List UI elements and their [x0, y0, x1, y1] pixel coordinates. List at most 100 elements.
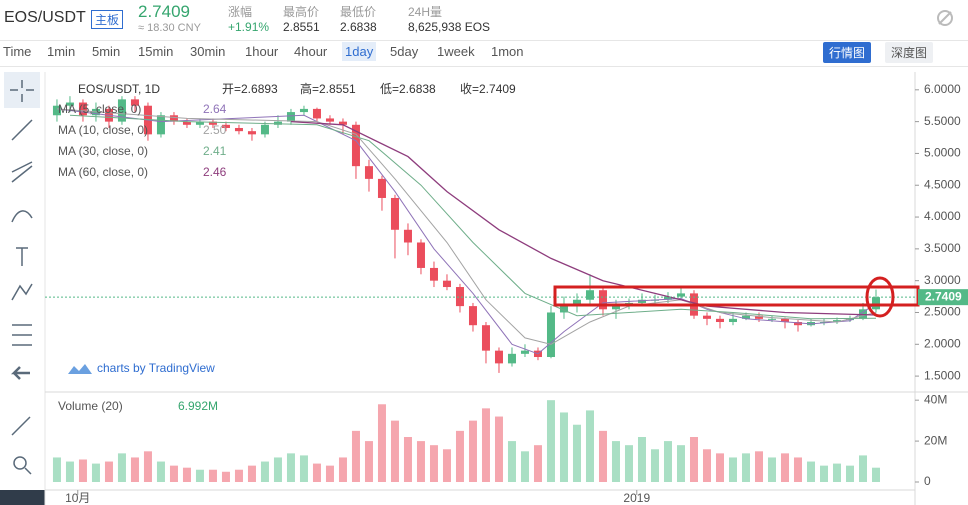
volume-bar	[494, 416, 503, 482]
volume-bar	[481, 408, 490, 482]
y-tick-label: 4.0000	[924, 209, 961, 223]
candle-body	[377, 178, 386, 198]
ma-legend-value: 2.50	[203, 123, 227, 137]
volume-bar	[702, 449, 711, 482]
y-tick-label: 2.5000	[924, 305, 961, 319]
view-button[interactable]: 行情图	[823, 42, 872, 63]
volume-bar	[377, 404, 386, 482]
ma-line	[56, 108, 877, 355]
ma-legend-name: MA (60, close, 0)	[58, 165, 148, 179]
volume-bar	[793, 457, 802, 482]
volume-bar	[507, 441, 516, 482]
candle-body	[442, 280, 451, 288]
candle-body	[208, 121, 217, 125]
candle-body	[728, 318, 737, 323]
candle-body	[286, 112, 295, 122]
ma-line	[69, 114, 877, 320]
y-tick-label: 1.5000	[924, 368, 961, 382]
volume-bar	[741, 453, 750, 482]
ma-legend-value: 2.46	[203, 165, 227, 179]
volume-bar	[546, 400, 555, 482]
ma-line	[56, 108, 877, 345]
candle-body	[598, 290, 607, 310]
candle-body	[663, 296, 672, 300]
left-tools	[0, 72, 45, 505]
volume-bar	[819, 465, 828, 482]
volume-bar	[858, 455, 867, 482]
stat-value: 2.6838	[340, 20, 377, 34]
interval-button[interactable]: 15min	[138, 44, 174, 59]
x-tick-label: 10月	[65, 491, 90, 505]
volume-bar	[247, 465, 256, 482]
volume-bar	[364, 441, 373, 482]
candle-body	[793, 322, 802, 326]
volume-bar	[65, 461, 74, 482]
y-tick-label: 3.0000	[924, 273, 961, 287]
volume-bar	[754, 451, 763, 482]
volume-bar	[650, 449, 659, 482]
candle-body	[845, 318, 854, 321]
candle-body	[325, 118, 334, 122]
interval-button[interactable]: 1hour	[245, 44, 279, 59]
volume-bar	[416, 441, 425, 482]
interval-button[interactable]: 30min	[190, 44, 226, 59]
candle-body	[611, 306, 620, 310]
view-button[interactable]: 深度图	[885, 42, 934, 63]
candle-body	[572, 299, 581, 307]
ohlc-legend: 高=2.8551	[300, 81, 356, 96]
candle-body	[78, 102, 87, 116]
ohlc-legend: 低=2.6838	[380, 82, 436, 96]
x-tick-label: 2019	[623, 491, 650, 505]
volume-bar	[390, 420, 399, 482]
candle-body	[117, 99, 126, 122]
volume-bar	[156, 461, 165, 482]
candle-body	[585, 290, 594, 300]
y-tick-label: 5.0000	[924, 146, 961, 160]
candle-body	[546, 312, 555, 358]
interval-button[interactable]: 1mon	[491, 44, 524, 59]
stat-value: +1.91%	[228, 20, 270, 34]
settings-icon[interactable]	[935, 8, 955, 28]
stat-label: 24H量	[408, 5, 443, 19]
volume-bar	[403, 437, 412, 482]
volume-tick-label: 40M	[924, 392, 947, 406]
candle-body	[364, 166, 373, 179]
watermark: charts by TradingView	[97, 361, 215, 375]
candle-body	[754, 315, 763, 319]
candle-body	[299, 108, 308, 113]
volume-bar	[91, 463, 100, 482]
volume-bar	[325, 465, 334, 482]
candle-body	[260, 124, 269, 135]
candle-body	[195, 121, 204, 125]
volume-bar	[637, 437, 646, 482]
watermark-logo	[68, 364, 92, 374]
interval-button[interactable]: 1week	[437, 44, 475, 59]
volume-bar	[845, 465, 854, 482]
candle-body	[780, 318, 789, 323]
volume-bar	[143, 451, 152, 482]
interval-button[interactable]: 4hour	[294, 44, 328, 59]
volume-tick-label: 20M	[924, 433, 947, 447]
interval-button[interactable]: Time	[3, 44, 32, 59]
interval-button[interactable]: 5day	[390, 44, 419, 59]
volume-bar	[312, 463, 321, 482]
stat-value: 8,625,938 EOS	[408, 20, 491, 34]
volume-bar	[78, 459, 87, 482]
interval-button[interactable]: 1day	[342, 42, 377, 61]
ma-legend-name: MA (5, close, 0)	[58, 102, 141, 116]
volume-bar	[689, 437, 698, 482]
volume-bar	[130, 457, 139, 482]
volume-bar	[767, 457, 776, 482]
interval-button[interactable]: 5min	[92, 44, 121, 59]
candle-body	[169, 115, 178, 122]
candle-body	[637, 299, 646, 303]
candle-body	[403, 229, 412, 243]
ohlc-legend: 开=2.6893	[222, 82, 278, 96]
price: 2.7409	[138, 2, 190, 21]
ohlc-legend: 收=2.7409	[460, 82, 516, 96]
volume-bar	[676, 445, 685, 482]
interval-button[interactable]: 1min	[47, 44, 76, 59]
volume-bar	[429, 445, 438, 482]
candle-body	[312, 108, 321, 119]
